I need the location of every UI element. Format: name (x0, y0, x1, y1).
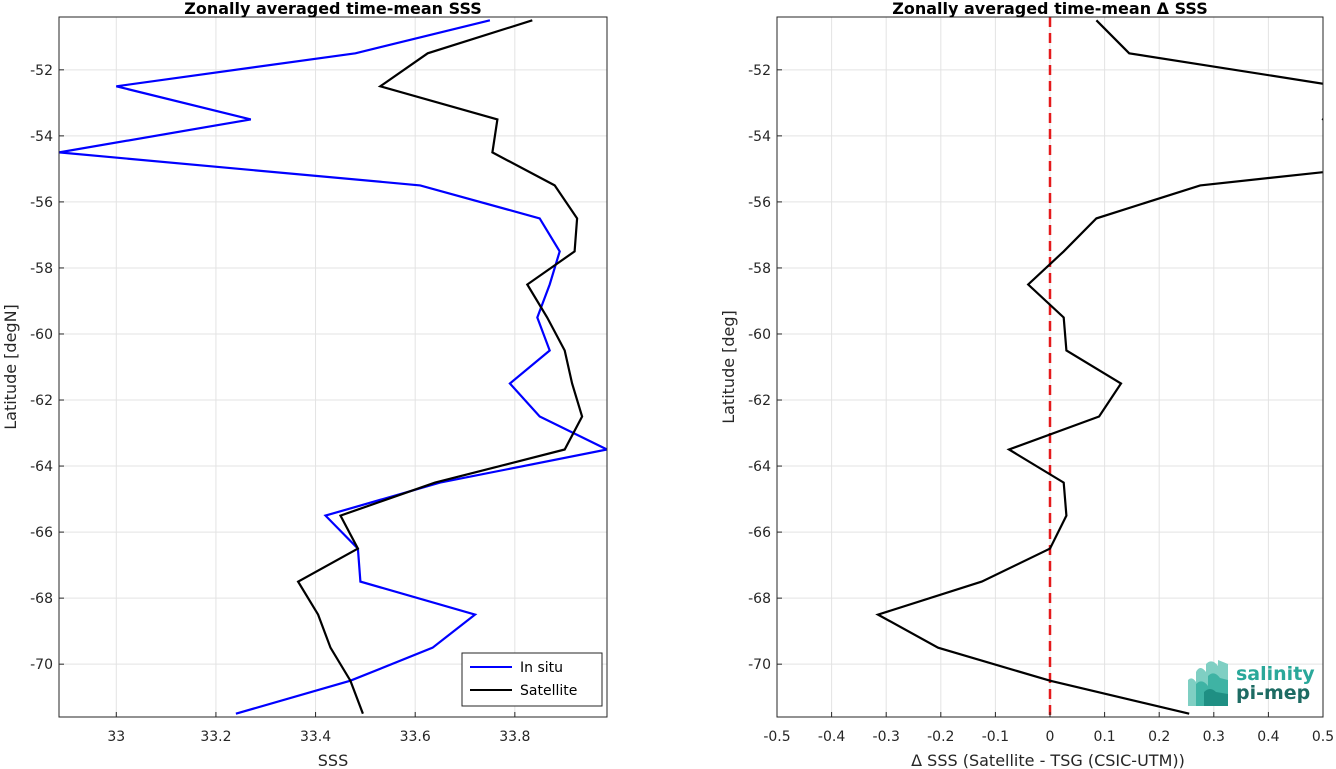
x-tick-label: 33.8 (499, 729, 530, 745)
x-axis-label: Δ SSS (Satellite - TSG (CSIC-UTM)) (911, 751, 1185, 769)
y-tick-label: -62 (748, 393, 771, 409)
y-tick-label: -52 (748, 63, 771, 79)
x-tick-label: -0.2 (927, 729, 954, 745)
y-tick-label: -54 (30, 129, 53, 145)
y-tick-label: -66 (748, 525, 771, 541)
salinity-pi-mep-logo: salinity pi-mep (1188, 660, 1315, 706)
y-tick-label: -68 (30, 591, 53, 607)
y-tick-label: -58 (30, 261, 53, 277)
x-tick-label: 0.1 (1093, 729, 1115, 745)
tick-labels: -0.5 -0.4 -0.3 -0.2 -0.1 0 0.1 0.2 0.3 0.4 0.5 -52 -… (748, 63, 1334, 745)
series-line-satellite (296, 19, 584, 715)
legend-label-in-situ: In situ (520, 660, 563, 676)
legend: In situ Satellite (461, 652, 603, 707)
chart-title: Zonally averaged time-mean SSS (184, 0, 482, 18)
x-tick-label: 0.3 (1203, 729, 1225, 745)
x-tick-label: 0.5 (1312, 729, 1334, 745)
x-tick-label: 0.4 (1257, 729, 1279, 745)
x-tick-label: 33 (107, 729, 125, 745)
y-tick-label: -60 (30, 327, 53, 343)
x-tick-label: -0.4 (818, 729, 845, 745)
y-tick-label: -56 (748, 195, 771, 211)
x-tick-label: -0.3 (873, 729, 900, 745)
x-tick-label: 33.2 (200, 729, 231, 745)
tick-labels: 33 33.2 33.4 33.6 33.8 -52 -54 -56 -58 -60 -62 -64 -… (30, 63, 530, 745)
plot-area (59, 17, 607, 717)
x-tick-label: 0.2 (1148, 729, 1170, 745)
logo-text-line2: pi-mep (1236, 682, 1310, 704)
y-tick-label: -56 (30, 195, 53, 211)
x-tick-label: 33.6 (400, 729, 431, 745)
logo-text-line1: salinity (1236, 663, 1315, 685)
y-tick-label: -64 (748, 459, 771, 475)
y-tick-label: -70 (748, 657, 771, 673)
y-tick-label: -70 (30, 657, 53, 673)
y-tick-label: -68 (748, 591, 771, 607)
delta-sss-line (875, 19, 1323, 715)
series-group (59, 19, 607, 715)
x-tick-label: -0.1 (982, 729, 1009, 745)
legend-label-satellite: Satellite (520, 683, 577, 699)
x-tick-label: -0.5 (763, 729, 790, 745)
y-tick-label: -66 (30, 525, 53, 541)
y-axis-label: Latitude [deg] (719, 310, 738, 424)
y-tick-label: -58 (748, 261, 771, 277)
y-axis-label: Latitude [degN] (1, 304, 20, 430)
y-tick-label: -62 (30, 393, 53, 409)
logo-wave-icon (1188, 660, 1228, 706)
y-tick-label: -52 (30, 63, 53, 79)
right-chart-panel: -0.5 -0.4 -0.3 -0.2 -0.1 0 0.1 0.2 0.3 0.4 0.5 -52 -… (719, 0, 1334, 769)
series-line-in-situ (59, 19, 607, 715)
axes-box (58, 16, 608, 718)
grid (59, 17, 607, 717)
y-tick-label: -60 (748, 327, 771, 343)
x-tick-label: 0 (1046, 729, 1055, 745)
series-group (875, 17, 1323, 717)
legend-box (461, 652, 603, 707)
x-tick-label: 33.4 (300, 729, 331, 745)
left-chart-panel: 33 33.2 33.4 33.6 33.8 -52 -54 -56 -58 -60 -62 -64 -… (1, 0, 608, 769)
y-tick-label: -54 (748, 129, 771, 145)
y-tick-label: -64 (30, 459, 53, 475)
x-axis-label: SSS (318, 751, 348, 769)
chart-title: Zonally averaged time-mean Δ SSS (892, 0, 1208, 18)
